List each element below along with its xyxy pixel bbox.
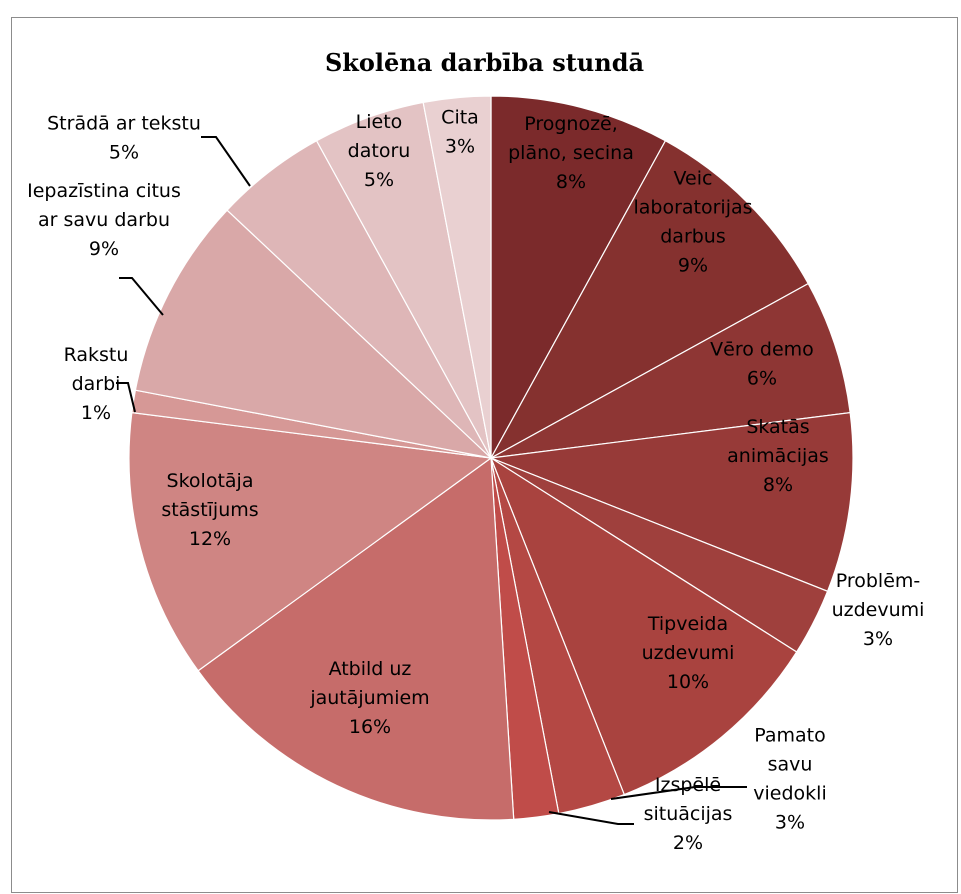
- slice-label-line: Problēm-: [836, 570, 921, 592]
- slice-label-line: ar savu darbu: [38, 209, 170, 231]
- pie-slice: [490, 95, 667, 459]
- slice-label-line: jautājumiem: [309, 687, 429, 709]
- pie-slices: [128, 95, 854, 821]
- pie-slice: [490, 282, 851, 459]
- slice-label-line: Rakstu: [64, 344, 129, 366]
- slice-label: Atbild uz jautājumiem 16%: [309, 658, 429, 738]
- pie-slice: [489, 456, 798, 796]
- slice-label: Skatās animācijas 8%: [727, 416, 829, 496]
- slice-label-line: 12%: [189, 528, 231, 550]
- slice-label-line: Vēro demo: [710, 339, 814, 361]
- leader-line: [116, 382, 136, 413]
- leader-lines: [116, 136, 747, 825]
- slice-label-line: viedokli: [753, 783, 826, 805]
- slice-label-line: Izspēlē: [655, 774, 721, 796]
- slice-label-line: Prognozē,: [524, 113, 618, 135]
- slice-label-line: Veic: [674, 168, 713, 190]
- slice-label-line: Iepazīstina citus: [27, 180, 181, 202]
- leader-line: [610, 786, 747, 800]
- chart-title: Skolēna darbība stundā: [324, 48, 645, 77]
- slice-label: Izspēlē situācijas 2%: [644, 774, 733, 854]
- pie-slice: [422, 95, 492, 459]
- slice-label-line: savu: [768, 754, 813, 776]
- slice-label-line: 9%: [678, 255, 708, 277]
- slice-label-line: 16%: [349, 716, 391, 738]
- pie-slice: [490, 411, 854, 593]
- slice-label-line: 6%: [747, 368, 777, 390]
- slice-label-line: stāstījums: [161, 499, 258, 521]
- slice-label-line: datoru: [348, 140, 411, 162]
- slice-label-line: 8%: [763, 474, 793, 496]
- slice-label: Strādā ar tekstu 5%: [47, 113, 201, 164]
- slice-label-line: 1%: [81, 402, 111, 424]
- pie-slice: [489, 139, 810, 460]
- slice-label-line: animācijas: [727, 445, 829, 467]
- slice-label-line: 3%: [445, 136, 475, 158]
- slice-label-line: 3%: [863, 628, 893, 650]
- slice-label-line: 5%: [364, 169, 394, 191]
- slice-label: Iepazīstina citus ar savu darbu 9%: [27, 180, 181, 260]
- slice-label: Prognozē, plāno, secina 8%: [508, 113, 634, 193]
- slice-label: Cita 3%: [441, 107, 479, 158]
- pie-slice: [197, 456, 515, 821]
- leader-line: [548, 811, 634, 825]
- slice-label: Veic laboratorijas darbus 9%: [633, 168, 752, 277]
- slice-label-line: Skatās: [746, 416, 809, 438]
- slice-label-line: Strādā ar tekstu: [47, 113, 201, 135]
- slice-label-line: darbi: [72, 373, 121, 395]
- leader-line: [119, 277, 164, 316]
- slice-label-line: 3%: [775, 812, 805, 834]
- slice-label-line: 2%: [673, 832, 703, 854]
- slice-label-line: uzdevumi: [832, 599, 925, 621]
- slice-label-line: darbus: [660, 226, 726, 248]
- slice-label-line: Atbild uz: [329, 658, 412, 680]
- slice-label: Skolotāja stāstījums 12%: [161, 470, 258, 550]
- slice-label-line: Cita: [441, 107, 479, 129]
- slice-labels: Prognozē, plāno, secina 8% Veic laboratorija…: [27, 107, 924, 855]
- slice-label-line: situācijas: [644, 803, 733, 825]
- slice-label: Rakstu darbi 1%: [64, 344, 129, 424]
- slice-label: Problēm-uzdevumi 3%: [832, 570, 925, 650]
- slice-label-line: Lieto: [356, 111, 403, 133]
- slice-label-line: Pamato: [754, 725, 825, 747]
- slice-label-line: 5%: [109, 142, 139, 164]
- slice-label-line: laboratorijas: [633, 197, 752, 219]
- pie-slice: [134, 209, 493, 459]
- slice-label-line: 9%: [89, 238, 119, 260]
- slice-label-line: 8%: [556, 171, 586, 193]
- slice-label: Tipveida uzdevumi 10%: [642, 613, 735, 693]
- slice-label: Vēro demo 6%: [710, 339, 814, 390]
- slice-label: Lieto datoru 5%: [348, 111, 411, 191]
- slice-label-line: plāno, secina: [508, 142, 634, 164]
- slice-label: Pamato savu viedokli 3%: [753, 725, 826, 834]
- pie-slice: [128, 411, 493, 672]
- leader-line: [201, 136, 251, 187]
- slice-label-line: uzdevumi: [642, 642, 735, 664]
- slice-label-line: 10%: [667, 671, 709, 693]
- slice-label-line: Tipveida: [647, 613, 728, 635]
- slice-label-line: Skolotāja: [167, 470, 254, 492]
